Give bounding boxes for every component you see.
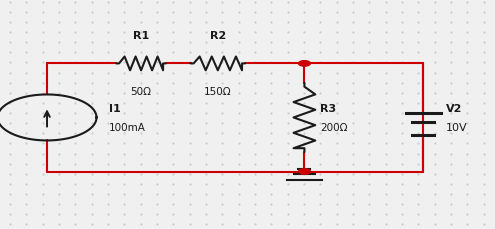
Text: I1: I1 (109, 104, 121, 114)
Text: 200Ω: 200Ω (320, 122, 348, 132)
Circle shape (298, 61, 310, 67)
Text: 10V: 10V (446, 122, 467, 132)
Text: 50Ω: 50Ω (131, 87, 151, 97)
Text: R1: R1 (133, 31, 149, 41)
Text: R2: R2 (210, 31, 226, 41)
Text: V2: V2 (446, 104, 462, 114)
Text: 150Ω: 150Ω (204, 87, 232, 97)
Circle shape (298, 169, 310, 174)
Text: 100mA: 100mA (109, 122, 146, 132)
Text: R3: R3 (320, 104, 337, 114)
